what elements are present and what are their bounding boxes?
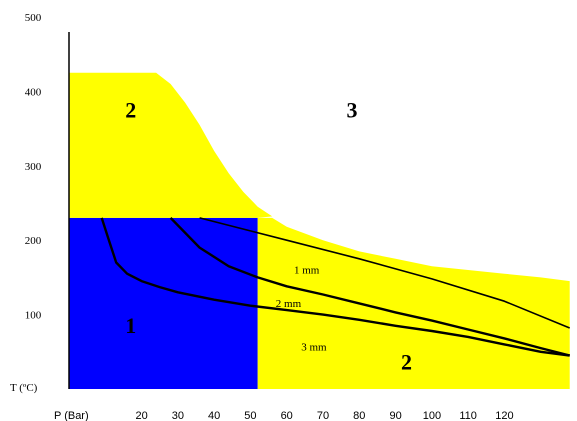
x-axis-label: P (Bar)	[54, 410, 89, 421]
region-labels: 1 2 2 3	[125, 97, 412, 374]
region-label-2-1: 2	[125, 97, 136, 122]
region-1-area-0	[69, 217, 258, 389]
y-tick-label: 500	[25, 12, 42, 24]
region-2-area-2	[257, 217, 570, 389]
x-tick-label: 80	[353, 410, 365, 421]
x-tick-label: 30	[172, 410, 184, 421]
x-tick-label: 110	[459, 410, 477, 421]
y-tick-label: 100	[25, 310, 42, 322]
x-tick-label: 60	[281, 410, 293, 421]
curve-label-3-mm: 3 mm	[301, 341, 327, 353]
x-tick-label: 50	[244, 410, 256, 421]
curve-3-mm	[100, 217, 570, 357]
x-tick-label: 20	[135, 410, 147, 421]
x-tick-label: 70	[317, 410, 329, 421]
curve-1-mm	[199, 217, 571, 329]
region-2-area-1	[69, 72, 273, 218]
y-tick-label: 300	[25, 161, 42, 173]
y-ticks: 100 200 300 400 500	[25, 12, 42, 322]
x-tick-label: 90	[389, 410, 401, 421]
y-tick-label: 400	[25, 86, 42, 98]
y-axis-label: T (ºC)	[10, 382, 38, 394]
region-label-2-2: 2	[401, 350, 412, 375]
x-ticks: 20 30 40 50 60 70 80 90 100 110 120	[135, 410, 513, 421]
x-tick-label: 120	[495, 410, 513, 421]
region-label-3-3: 3	[347, 97, 358, 122]
x-tick-label: 40	[208, 410, 220, 421]
x-tick-label: 100	[423, 410, 441, 421]
region-label-1-0: 1	[125, 313, 136, 338]
curve-2-mm	[169, 217, 570, 357]
curve-label-2-mm: 2 mm	[276, 298, 302, 310]
y-tick-label: 200	[25, 235, 42, 247]
curve-label-1-mm: 1 mm	[294, 265, 320, 277]
curves-layer: 1 mm 2 mm 3 mm	[100, 217, 571, 357]
